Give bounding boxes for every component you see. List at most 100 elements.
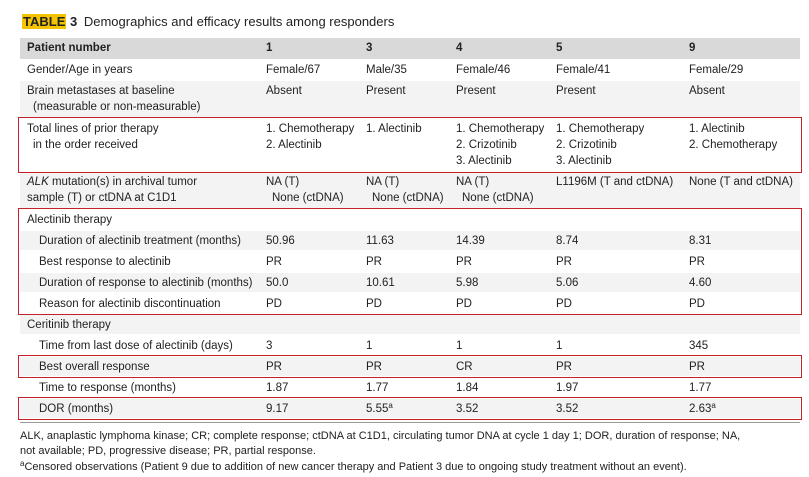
cell-value: 50.0 [266, 276, 289, 289]
cell-value: None (ctDNA) [372, 192, 444, 204]
section-label: Alectinib therapy [27, 213, 113, 226]
cell-value: 9.17 [266, 402, 289, 415]
cell: Absent [266, 83, 302, 99]
cell: PR [266, 359, 282, 375]
cell-footnote-mark: a [711, 400, 716, 410]
row-label-text: Time from last dose of alectinib (days) [39, 339, 233, 352]
section-label: Ceritinib therapy [27, 318, 111, 331]
header-band [20, 38, 800, 59]
cell-value: 1 [366, 339, 373, 352]
cell-value: 2. Crizotinib [556, 138, 617, 151]
row-band [20, 81, 800, 117]
cell: 1.97 [556, 380, 578, 396]
cell: None (T and ctDNA) [689, 174, 793, 190]
cell-value: PR [366, 360, 382, 373]
row-label: Best response to alectinib [39, 254, 171, 270]
row-label-text: Duration of response to alectinib (month… [39, 276, 253, 289]
cell-value: 1 [556, 339, 563, 352]
column-header: 4 [456, 42, 463, 54]
row-label: sample (T) or ctDNA at C1D1 [27, 190, 177, 206]
table-number: 3 [70, 14, 78, 29]
cell: None (ctDNA) [272, 190, 344, 206]
highlight-box [18, 116, 802, 173]
footnote-text: Censored observations (Patient 9 due to … [24, 460, 687, 473]
cell: PD [689, 296, 705, 312]
row-label-text: Total lines of prior therapy [27, 122, 159, 135]
cell: 14.39 [456, 233, 485, 249]
cell-value: Male/35 [366, 64, 407, 76]
cell: Present [366, 83, 406, 99]
cell-value: 1.77 [689, 381, 712, 394]
cell-value: PD [366, 297, 382, 310]
cell-value: 3. Alectinib [456, 154, 512, 167]
cell: 1.77 [689, 380, 711, 396]
cell: Present [456, 83, 496, 99]
cell: PD [556, 296, 572, 312]
cell: 1 [456, 338, 462, 354]
cell: 1. Chemotherapy [456, 121, 544, 137]
cell: PR [366, 254, 382, 270]
cell-value: 1.84 [456, 381, 479, 394]
cell: 1. Chemotherapy [556, 121, 644, 137]
cell-value: None (ctDNA) [272, 192, 344, 204]
cell-value: PR [456, 255, 472, 268]
cell: 5.06 [556, 275, 578, 291]
cell-value: 4.60 [689, 276, 712, 289]
cell-value: 1. Chemotherapy [266, 122, 355, 135]
cell-footnote-mark: a [388, 400, 393, 410]
cell-value: 50.96 [266, 234, 295, 247]
cell-value: 5.55 [366, 402, 389, 415]
row-label: Best overall response [39, 359, 150, 375]
row-label: Gender/Age in years [27, 62, 132, 78]
cell: Female/67 [266, 62, 320, 78]
cell: None (ctDNA) [372, 190, 444, 206]
column-header: 3 [366, 42, 373, 54]
row-label-italic: ALK [27, 176, 49, 188]
cell: 9.17 [266, 401, 288, 417]
cell-value: 5.06 [556, 276, 579, 289]
cell: Absent [689, 83, 725, 99]
cell: 3. Alectinib [556, 153, 612, 169]
footnote: not available; PD, progressive disease; … [20, 443, 316, 459]
cell-value: 1. Chemotherapy [456, 122, 545, 135]
cell: 1 [556, 338, 562, 354]
column-header: Patient number [27, 42, 111, 54]
cell-value: None (ctDNA) [462, 192, 534, 204]
cell-value: 1. Alectinib [689, 122, 745, 135]
cell: 2.63a [689, 401, 716, 417]
cell: L1196M (T and ctDNA) [556, 174, 673, 190]
cell: 8.74 [556, 233, 578, 249]
cell: None (ctDNA) [462, 190, 534, 206]
cell: 10.61 [366, 275, 395, 291]
column-header: 9 [689, 42, 696, 54]
row-band [20, 398, 800, 418]
cell: PR [556, 359, 572, 375]
row-label: Duration of response to alectinib (month… [39, 275, 253, 291]
row-label-text: Best overall response [39, 360, 150, 373]
highlight-box [18, 396, 802, 420]
cell-value: Present [456, 85, 496, 97]
cell: Female/41 [556, 62, 610, 78]
table-label: TABLE [22, 14, 67, 29]
cell-value: PR [689, 360, 705, 373]
cell-value: 345 [689, 339, 709, 352]
row-label-text: sample (T) or ctDNA at C1D1 [27, 192, 177, 204]
table-title: Demographics and efficacy results among … [83, 14, 395, 29]
cell: PR [456, 254, 472, 270]
row-label: ALK mutation(s) in archival tumor [27, 174, 197, 190]
row-label-text: mutation(s) in archival tumor [48, 176, 198, 188]
cell: 4.60 [689, 275, 711, 291]
row-label-text: in the order received [33, 138, 138, 151]
row-label: in the order received [33, 137, 138, 153]
cell-value: 1.77 [366, 381, 389, 394]
cell-value: L1196M (T and ctDNA) [556, 176, 674, 188]
cell-value: 1. Chemotherapy [556, 122, 645, 135]
cell-value: 3 [266, 339, 273, 352]
row-label: (measurable or non-measurable) [33, 99, 200, 115]
cell-value: 8.31 [689, 234, 712, 247]
cell: Male/35 [366, 62, 407, 78]
cell: 11.63 [366, 233, 394, 249]
row-label-text: Reason for alectinib discontinuation [39, 297, 221, 310]
cell-value: PD [689, 297, 705, 310]
cell: NA (T) [456, 174, 489, 190]
